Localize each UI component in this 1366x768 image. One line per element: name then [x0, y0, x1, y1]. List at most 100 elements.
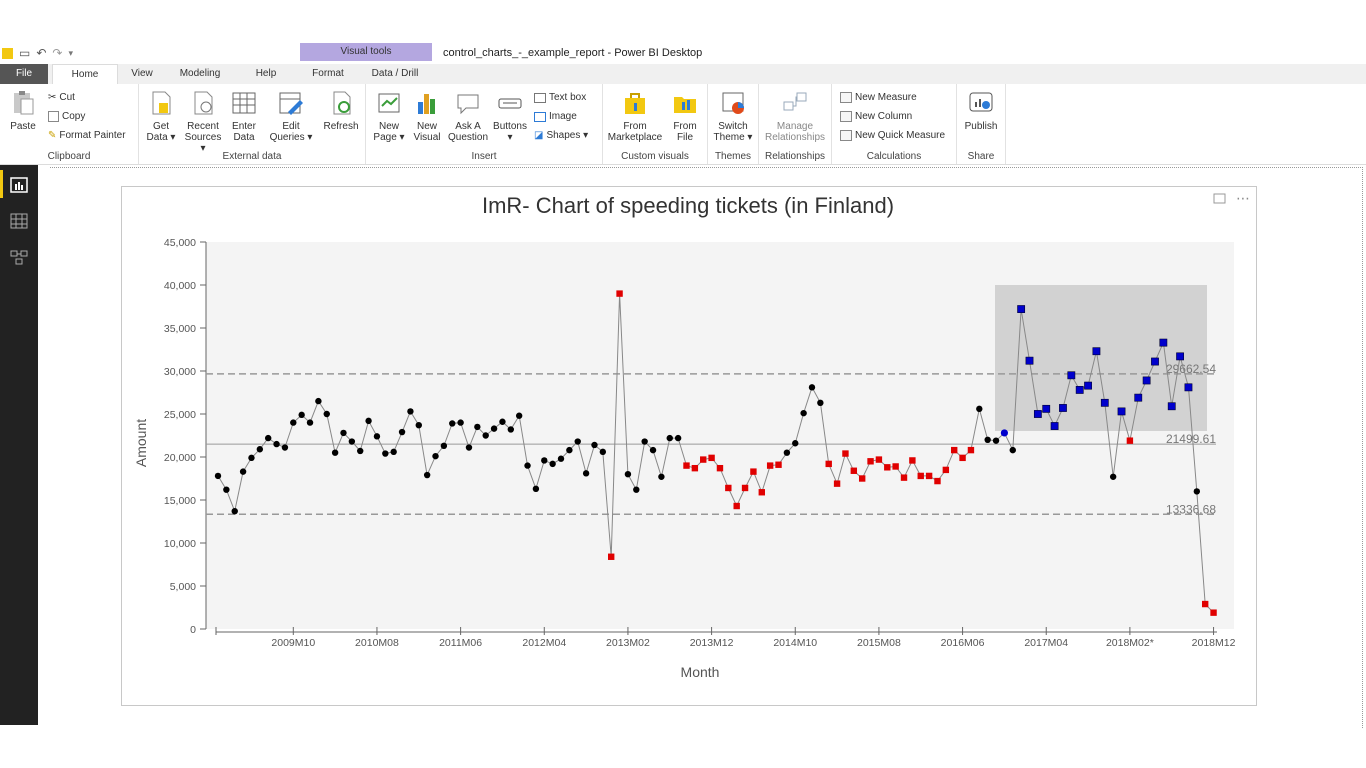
data-point[interactable] — [591, 441, 598, 449]
data-point[interactable] — [515, 412, 523, 419]
data-point[interactable] — [992, 437, 1000, 444]
data-point[interactable] — [214, 472, 222, 480]
data-point-out-of-control[interactable] — [850, 467, 858, 474]
data-point-selected[interactable] — [1100, 398, 1109, 407]
data-point-out-of-control[interactable] — [884, 464, 891, 471]
data-point[interactable] — [566, 446, 573, 454]
data-point[interactable] — [582, 470, 590, 477]
data-point-out-of-control[interactable] — [909, 457, 916, 464]
data-point-out-of-control[interactable] — [842, 450, 849, 457]
data-point[interactable] — [340, 429, 347, 437]
data-point[interactable] — [432, 452, 439, 460]
data-point-selected[interactable] — [1092, 347, 1101, 356]
data-point[interactable] — [599, 448, 607, 456]
data-point-out-of-control[interactable] — [833, 480, 841, 487]
data-point[interactable] — [1000, 429, 1009, 437]
data-point-selected[interactable] — [1151, 357, 1159, 366]
enter-data-button[interactable]: Enter Data — [229, 90, 259, 143]
data-point-selected[interactable] — [1042, 404, 1051, 413]
data-point-out-of-control[interactable] — [967, 446, 975, 454]
new-page-button[interactable]: New Page ▾ — [370, 90, 408, 143]
data-point-out-of-control[interactable] — [825, 460, 832, 468]
data-point-selected[interactable] — [1117, 407, 1126, 416]
data-point-selected[interactable] — [1084, 381, 1092, 390]
manage-relationships-button[interactable]: Manage Relationships — [763, 90, 827, 143]
data-point[interactable] — [649, 446, 657, 454]
data-point-out-of-control[interactable] — [691, 464, 699, 472]
copy-button[interactable]: Copy — [48, 111, 85, 122]
data-point-out-of-control[interactable] — [750, 468, 757, 475]
data-point-selected[interactable] — [1134, 393, 1143, 402]
data-point-out-of-control[interactable] — [758, 489, 765, 496]
image-button[interactable]: Image — [534, 111, 577, 122]
new-quick-measure-button[interactable]: New Quick Measure — [840, 130, 945, 141]
tab-help[interactable]: Help — [255, 68, 277, 79]
shapes-button[interactable]: ◪ Shapes ▾ — [534, 130, 589, 141]
data-point-selected[interactable] — [1067, 371, 1076, 380]
data-point[interactable] — [382, 450, 389, 457]
data-point[interactable] — [415, 421, 422, 429]
data-point-out-of-control[interactable] — [700, 456, 707, 463]
data-point[interactable] — [239, 468, 247, 475]
data-point[interactable] — [499, 418, 506, 425]
data-point[interactable] — [783, 449, 791, 456]
data-point-out-of-control[interactable] — [1126, 437, 1134, 444]
data-point[interactable] — [1009, 446, 1016, 454]
data-point-out-of-control[interactable] — [917, 472, 924, 480]
data-point[interactable] — [507, 426, 515, 433]
data-point[interactable] — [390, 448, 397, 456]
data-point[interactable] — [298, 411, 305, 419]
data-point-selected[interactable] — [1017, 305, 1026, 313]
data-point[interactable] — [264, 434, 272, 442]
data-point-out-of-control[interactable] — [925, 472, 933, 480]
data-point-out-of-control[interactable] — [959, 454, 966, 462]
data-point[interactable] — [273, 440, 280, 448]
new-column-button[interactable]: New Column — [840, 111, 912, 122]
data-point-out-of-control[interactable] — [725, 484, 732, 492]
data-point-selected[interactable] — [1050, 422, 1059, 430]
data-point-out-of-control[interactable] — [716, 464, 724, 472]
model-view-icon[interactable] — [10, 249, 28, 265]
data-point-out-of-control[interactable] — [608, 553, 615, 560]
data-point-out-of-control[interactable] — [683, 462, 690, 469]
new-visual-button[interactable]: New Visual — [410, 90, 444, 143]
data-point[interactable] — [423, 471, 431, 479]
data-point[interactable] — [574, 438, 581, 445]
data-point-selected[interactable] — [1075, 386, 1084, 394]
data-point-out-of-control[interactable] — [766, 462, 774, 469]
data-point[interactable] — [976, 405, 983, 413]
redo-icon[interactable]: ↷ — [52, 46, 63, 60]
ask-question-button[interactable]: Ask A Question — [448, 90, 488, 143]
tab-format[interactable]: Format — [312, 68, 344, 79]
from-marketplace-button[interactable]: From Marketplace — [605, 90, 665, 143]
data-point[interactable] — [357, 447, 364, 455]
data-point[interactable] — [1109, 473, 1117, 480]
data-point[interactable] — [373, 433, 381, 440]
data-point-out-of-control[interactable] — [616, 290, 623, 297]
data-point-out-of-control[interactable] — [1210, 609, 1217, 616]
data-point[interactable] — [331, 449, 339, 456]
data-point[interactable] — [474, 423, 481, 431]
text-box-button[interactable]: Text box — [534, 92, 586, 103]
cut-button[interactable]: ✂ Cut — [48, 92, 75, 103]
data-point[interactable] — [549, 460, 556, 468]
tab-file[interactable]: File — [0, 64, 48, 84]
buttons-button[interactable]: Buttons ▾ — [490, 90, 530, 143]
data-point[interactable] — [633, 486, 640, 493]
data-point-out-of-control[interactable] — [708, 454, 715, 462]
data-point[interactable] — [482, 432, 489, 439]
data-point-selected[interactable] — [1025, 356, 1034, 365]
data-point-out-of-control[interactable] — [741, 484, 749, 492]
data-point[interactable] — [800, 409, 807, 417]
data-point[interactable] — [398, 428, 406, 436]
data-point-out-of-control[interactable] — [733, 502, 740, 510]
data-point[interactable] — [290, 419, 297, 426]
data-point-out-of-control[interactable] — [1201, 600, 1209, 608]
data-point-selected[interactable] — [1159, 338, 1168, 347]
data-point[interactable] — [490, 425, 498, 432]
data-point[interactable] — [524, 462, 531, 469]
data-point[interactable] — [223, 486, 230, 493]
new-measure-button[interactable]: New Measure — [840, 92, 917, 103]
tab-data-drill[interactable]: Data / Drill — [371, 68, 419, 79]
data-point[interactable] — [674, 434, 682, 442]
